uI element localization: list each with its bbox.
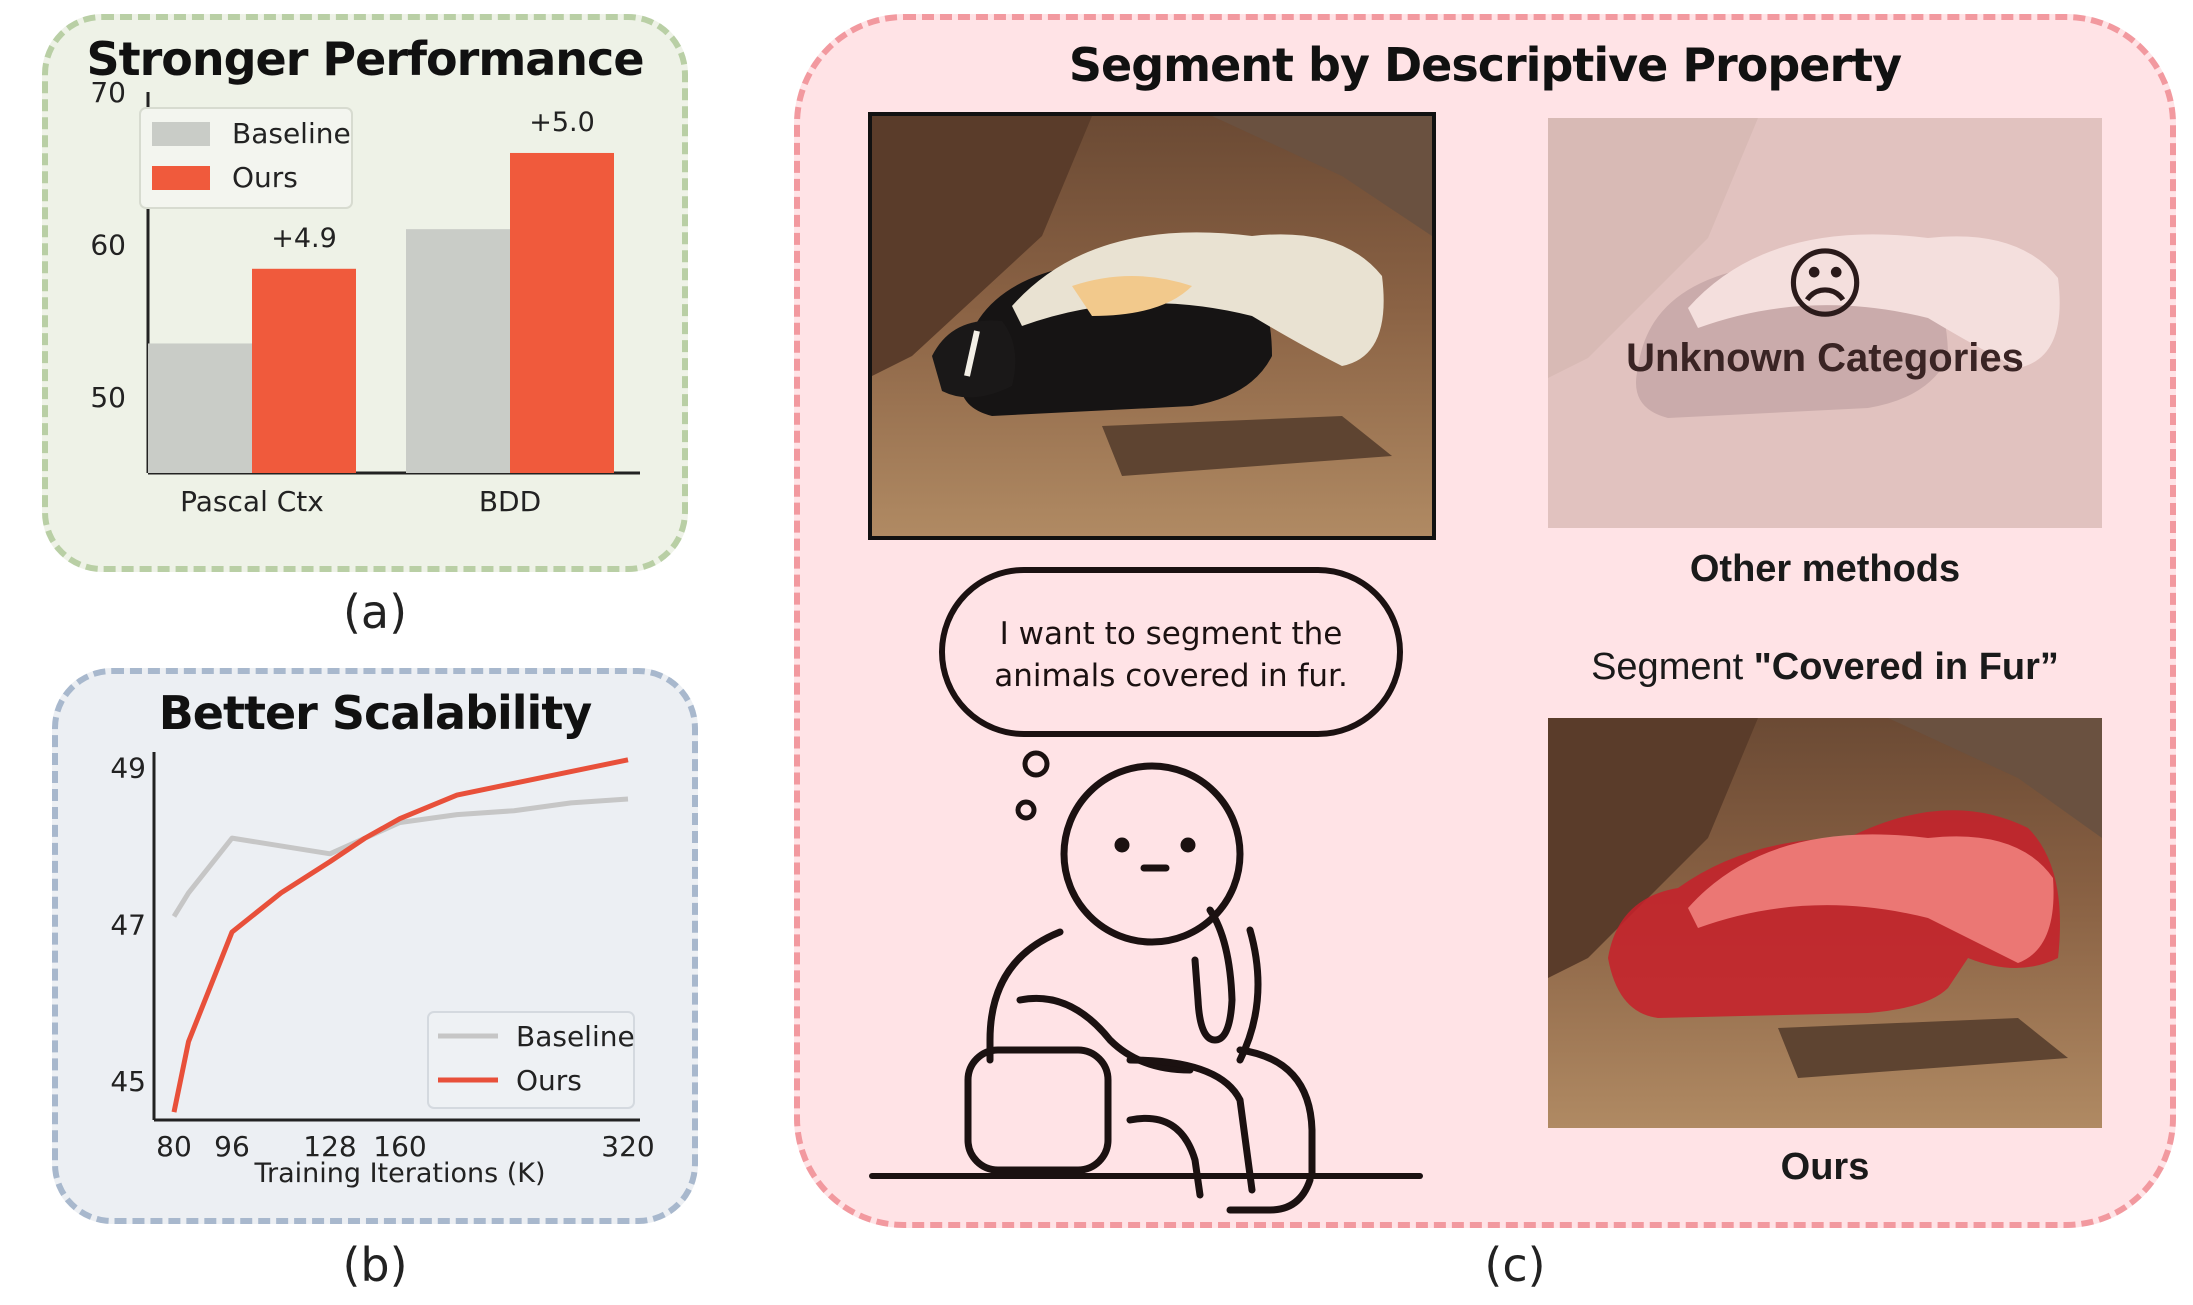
person-foot (1226, 1176, 1314, 1214)
thought-dot-large (1022, 750, 1050, 778)
stool-back (1236, 1046, 1316, 1180)
thought-bubble-line-2: animals covered in fur. (994, 658, 1348, 694)
input-skunk-photo (868, 112, 1436, 540)
line-y-tick-label: 49 (110, 752, 146, 785)
bar-category-label: Pascal Ctx (180, 485, 324, 518)
bar-y-tick-label: 60 (90, 228, 126, 261)
person-figure (869, 762, 1423, 1214)
thought-bubble-outline (939, 567, 1403, 737)
bar-legend-label-ours: Ours (232, 161, 298, 194)
person-shoulder (986, 928, 1064, 1064)
line-x-tick-label: 320 (601, 1130, 654, 1163)
panel-b-scalability: Better Scalability (52, 668, 698, 1224)
line-series-baseline (171, 796, 629, 918)
panel-c-caption: (c) (1484, 1238, 1546, 1292)
thought-bubble: I want to segment the animals covered in… (939, 567, 1403, 821)
other-methods-faded-image (1548, 118, 2102, 528)
person-eye-right (1180, 837, 1196, 853)
person-head (1060, 762, 1244, 946)
person-eye-left (1114, 837, 1130, 853)
ours-segmented-image (1548, 718, 2102, 1128)
bar-baseline-0 (148, 343, 252, 473)
stool-seat (964, 1046, 1112, 1174)
bar-chart-legend: Baseline Ours (139, 107, 353, 209)
bar-ours-0 (252, 268, 356, 473)
bar-gain-annotation: +4.9 (271, 223, 337, 254)
line-x-tick-label: 80 (156, 1130, 192, 1163)
other-methods-photo: ☹ Unknown Categories (1548, 118, 2102, 528)
line-x-tick-label: 96 (214, 1130, 250, 1163)
person-forearm (1016, 994, 1194, 1074)
skunk-photo-image (872, 116, 1432, 536)
bar-y-tick-label: 50 (90, 381, 126, 414)
panel-a-caption: (a) (342, 585, 408, 639)
bar-y-tick-label: 70 (90, 76, 126, 109)
line-y-tick-label: 45 (110, 1065, 146, 1098)
line-chart-xlabel: Training Iterations (K) (253, 1158, 545, 1189)
thought-dot-small (1015, 799, 1037, 821)
bar-legend-swatch-baseline (152, 122, 210, 146)
bar-legend-label-baseline: Baseline (232, 117, 351, 150)
ours-label: Ours (1780, 1146, 1870, 1188)
line-legend-label-baseline: Baseline (516, 1020, 635, 1053)
thought-bubble-line-1: I want to segment the (1000, 616, 1343, 652)
bar-gain-annotation: +5.0 (529, 107, 595, 138)
bar-category-label: BDD (479, 485, 541, 518)
panel-c-title: Segment by Descriptive Property (1068, 38, 1902, 92)
other-methods-label: Other methods (1689, 548, 1961, 590)
sad-face-icon: ☹ (1784, 240, 1866, 330)
unknown-categories-text: Unknown Categories (1626, 336, 2024, 380)
line-series-ours (171, 757, 629, 1113)
person-back (1236, 926, 1262, 1064)
panel-b-caption: (b) (342, 1238, 408, 1292)
bar-legend-swatch-ours (152, 166, 210, 190)
person-arm-chin (1191, 906, 1236, 1044)
bar-ours-1 (510, 152, 614, 473)
person-leg-front (1126, 1056, 1256, 1194)
segment-prefix: Segment (1591, 646, 1754, 688)
line-chart-legend: Baseline Ours (427, 1011, 635, 1109)
bar-baseline-1 (406, 229, 510, 473)
person-leg-back (1126, 1114, 1204, 1199)
line-y-tick-label: 47 (110, 908, 146, 941)
segment-query-text: "Covered in Fur” (1753, 646, 2059, 688)
ours-segmented-photo (1548, 718, 2102, 1128)
segment-query-line: Segment "Covered in Fur” (1520, 646, 2130, 689)
panel-b-title: Better Scalability (158, 686, 593, 740)
panel-a-title: Stronger Performance (86, 32, 644, 86)
line-x-tick-label: 160 (373, 1130, 426, 1163)
line-legend-label-ours: Ours (516, 1064, 582, 1097)
line-x-tick-label: 128 (303, 1130, 356, 1163)
